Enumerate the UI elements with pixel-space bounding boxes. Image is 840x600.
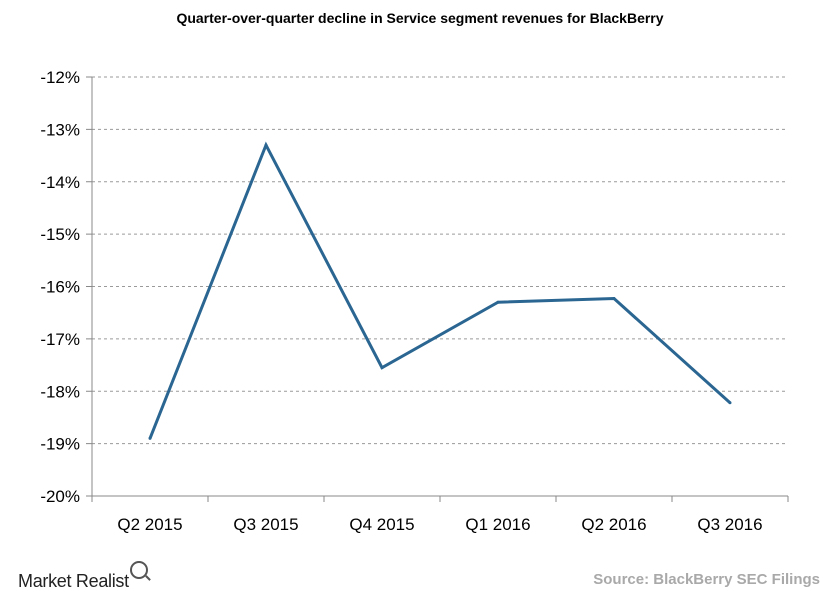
y-axis-ticks: -12% -13% -14% -15% -16% -17% -18% -19% -20% [40, 68, 80, 506]
y-tick-label: -12% [40, 68, 80, 87]
logo-text: Market Realist [18, 571, 129, 591]
data-point [380, 366, 384, 370]
x-tick-label: Q4 2015 [349, 515, 414, 534]
y-tick-label: -20% [40, 487, 80, 506]
series-group [148, 141, 732, 440]
y-tick-label: -19% [40, 435, 80, 454]
x-axis-ticks: Q2 2015 Q3 2015 Q4 2015 Q1 2016 Q2 2016 Q3 20… [117, 515, 762, 534]
x-tick-label: Q3 2015 [233, 515, 298, 534]
data-point [264, 143, 268, 147]
data-point [148, 436, 152, 440]
source-note: Source: BlackBerry SEC Filings [593, 571, 820, 588]
x-tick-label: Q2 2016 [581, 515, 646, 534]
market-realist-logo: Market Realist [18, 561, 148, 592]
series-line [148, 141, 732, 439]
data-point [496, 300, 500, 304]
y-tick-label: -18% [40, 382, 80, 401]
y-tick-label: -15% [40, 225, 80, 244]
chart-title: Quarter-over-quarter decline in Service … [176, 10, 664, 26]
gridlines [92, 76, 788, 445]
y-tick-label: -17% [40, 330, 80, 349]
y-tick-label: -13% [40, 120, 80, 139]
axes [86, 76, 789, 502]
x-tick-label: Q2 2015 [117, 515, 182, 534]
x-tick-label: Q3 2016 [697, 515, 762, 534]
y-tick-label: -16% [40, 278, 80, 297]
data-point [612, 297, 616, 301]
y-tick-label: -14% [40, 173, 80, 192]
x-tick-label: Q1 2016 [465, 515, 530, 534]
data-point [728, 401, 732, 405]
magnifier-icon [129, 561, 148, 579]
